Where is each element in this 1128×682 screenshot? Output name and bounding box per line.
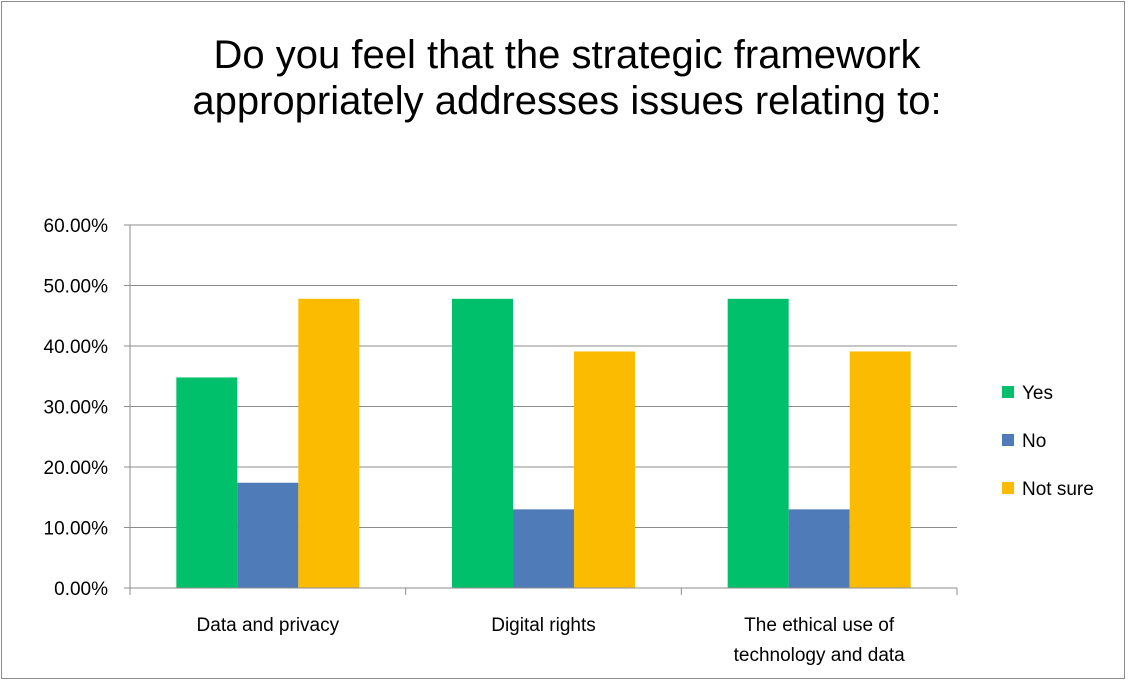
- y-tick-label: 10.00%: [44, 519, 109, 540]
- x-tick-label: Digital rights: [491, 615, 596, 636]
- bar-not-sure: [298, 298, 360, 588]
- legend-swatch: [1002, 482, 1014, 494]
- y-tick-label: 50.00%: [44, 277, 109, 298]
- legend-label: Not sure: [1022, 479, 1094, 500]
- bar-not-sure: [574, 351, 635, 588]
- legend-swatch: [1002, 434, 1014, 446]
- y-tick-label: 60.00%: [44, 216, 109, 237]
- bar-no: [788, 509, 850, 588]
- y-tick-label: 40.00%: [44, 337, 109, 358]
- bar-no: [513, 509, 574, 588]
- y-axis: 0.00% 10.00% 20.00% 30.00% 40.00% 50.00% 60.00…: [44, 216, 131, 600]
- legend-label: Yes: [1022, 383, 1053, 404]
- x-axis: Data and privacy Digital rights The ethica…: [129, 587, 958, 666]
- legend-swatch: [1002, 386, 1014, 398]
- y-tick-label: 20.00%: [44, 458, 109, 479]
- x-tick-label: The ethical use of: [744, 615, 895, 636]
- bar-no: [237, 482, 299, 588]
- gridlines: [130, 224, 957, 528]
- y-tick-label: 0.00%: [54, 579, 108, 600]
- bar-yes: [452, 298, 513, 588]
- bar-not-sure: [849, 351, 911, 588]
- x-tick-label: technology and data: [734, 645, 906, 666]
- x-tick-label: Data and privacy: [197, 615, 340, 636]
- legend: Yes No Not sure: [1002, 383, 1094, 500]
- legend-label: No: [1022, 431, 1046, 452]
- bar-yes: [727, 298, 789, 588]
- y-tick-label: 30.00%: [44, 398, 109, 419]
- chart-title: Do you feel that the strategic framework…: [192, 33, 942, 123]
- bars: [176, 298, 911, 588]
- bar-yes: [176, 377, 238, 588]
